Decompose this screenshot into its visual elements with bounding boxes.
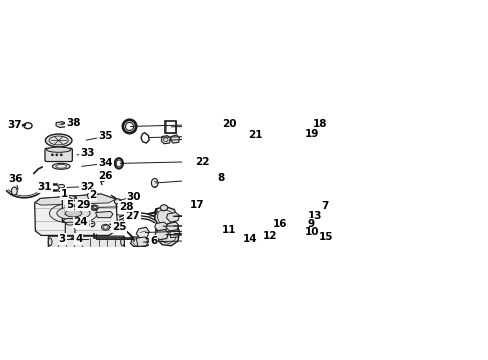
Polygon shape bbox=[136, 237, 148, 247]
Ellipse shape bbox=[63, 195, 75, 200]
Polygon shape bbox=[154, 222, 167, 231]
Polygon shape bbox=[35, 194, 116, 205]
Text: 30: 30 bbox=[126, 192, 141, 202]
Ellipse shape bbox=[56, 154, 58, 156]
Text: 23: 23 bbox=[76, 219, 90, 229]
Text: 18: 18 bbox=[312, 119, 326, 129]
Text: 7: 7 bbox=[320, 201, 327, 211]
Ellipse shape bbox=[86, 221, 95, 227]
Ellipse shape bbox=[57, 207, 90, 220]
Polygon shape bbox=[35, 194, 118, 235]
Text: 24: 24 bbox=[73, 217, 88, 228]
Ellipse shape bbox=[58, 188, 64, 192]
Text: 29: 29 bbox=[76, 200, 90, 210]
Ellipse shape bbox=[58, 184, 64, 188]
Text: 8: 8 bbox=[217, 173, 224, 183]
Ellipse shape bbox=[45, 134, 72, 147]
Text: 5: 5 bbox=[66, 200, 73, 210]
Text: 16: 16 bbox=[272, 219, 287, 229]
Text: 37: 37 bbox=[7, 120, 21, 130]
Text: 21: 21 bbox=[248, 130, 262, 140]
Ellipse shape bbox=[66, 222, 74, 225]
FancyBboxPatch shape bbox=[45, 148, 72, 162]
Text: 20: 20 bbox=[222, 119, 237, 129]
Text: 19: 19 bbox=[304, 129, 318, 139]
Text: 2: 2 bbox=[89, 190, 97, 200]
Text: 38: 38 bbox=[66, 118, 81, 128]
Polygon shape bbox=[136, 227, 149, 238]
Text: 12: 12 bbox=[263, 231, 277, 241]
FancyBboxPatch shape bbox=[65, 223, 75, 235]
Text: 27: 27 bbox=[125, 211, 140, 221]
Polygon shape bbox=[87, 193, 97, 199]
Ellipse shape bbox=[11, 187, 17, 195]
Ellipse shape bbox=[49, 203, 97, 224]
Text: 35: 35 bbox=[98, 131, 113, 141]
Text: 17: 17 bbox=[189, 200, 204, 210]
Ellipse shape bbox=[102, 224, 109, 230]
Polygon shape bbox=[166, 212, 179, 222]
Text: 31: 31 bbox=[38, 183, 52, 192]
Text: 15: 15 bbox=[318, 232, 332, 242]
Text: 34: 34 bbox=[98, 158, 113, 168]
Ellipse shape bbox=[160, 205, 167, 211]
Text: 10: 10 bbox=[305, 228, 319, 238]
Polygon shape bbox=[96, 211, 113, 218]
Polygon shape bbox=[56, 122, 67, 127]
Text: 1: 1 bbox=[61, 189, 68, 199]
Text: 25: 25 bbox=[111, 222, 126, 232]
Ellipse shape bbox=[63, 219, 75, 223]
Polygon shape bbox=[170, 135, 179, 143]
Text: 3: 3 bbox=[59, 234, 66, 244]
Text: 36: 36 bbox=[8, 174, 22, 184]
Ellipse shape bbox=[51, 154, 53, 156]
Ellipse shape bbox=[60, 154, 62, 156]
Polygon shape bbox=[130, 237, 150, 247]
Polygon shape bbox=[165, 222, 178, 231]
Text: 33: 33 bbox=[80, 148, 94, 158]
Ellipse shape bbox=[151, 179, 158, 188]
FancyBboxPatch shape bbox=[62, 197, 76, 222]
Polygon shape bbox=[161, 136, 170, 144]
Ellipse shape bbox=[65, 210, 81, 217]
Polygon shape bbox=[154, 230, 168, 240]
Text: 26: 26 bbox=[98, 171, 113, 181]
Text: 22: 22 bbox=[195, 157, 209, 167]
Polygon shape bbox=[156, 221, 179, 246]
Ellipse shape bbox=[114, 199, 121, 204]
Text: 28: 28 bbox=[119, 202, 133, 212]
Ellipse shape bbox=[121, 238, 124, 246]
Text: 14: 14 bbox=[242, 234, 257, 244]
Polygon shape bbox=[154, 207, 177, 227]
Text: 11: 11 bbox=[221, 225, 235, 235]
Bar bbox=[164, 121, 175, 133]
Text: 4: 4 bbox=[75, 234, 82, 244]
Text: 6: 6 bbox=[150, 236, 157, 246]
Text: 9: 9 bbox=[307, 219, 314, 229]
Ellipse shape bbox=[52, 163, 70, 169]
Polygon shape bbox=[169, 230, 180, 238]
Ellipse shape bbox=[46, 147, 71, 152]
FancyBboxPatch shape bbox=[48, 236, 124, 248]
Ellipse shape bbox=[48, 238, 52, 246]
Text: 32: 32 bbox=[80, 182, 94, 192]
Text: 13: 13 bbox=[307, 211, 321, 221]
